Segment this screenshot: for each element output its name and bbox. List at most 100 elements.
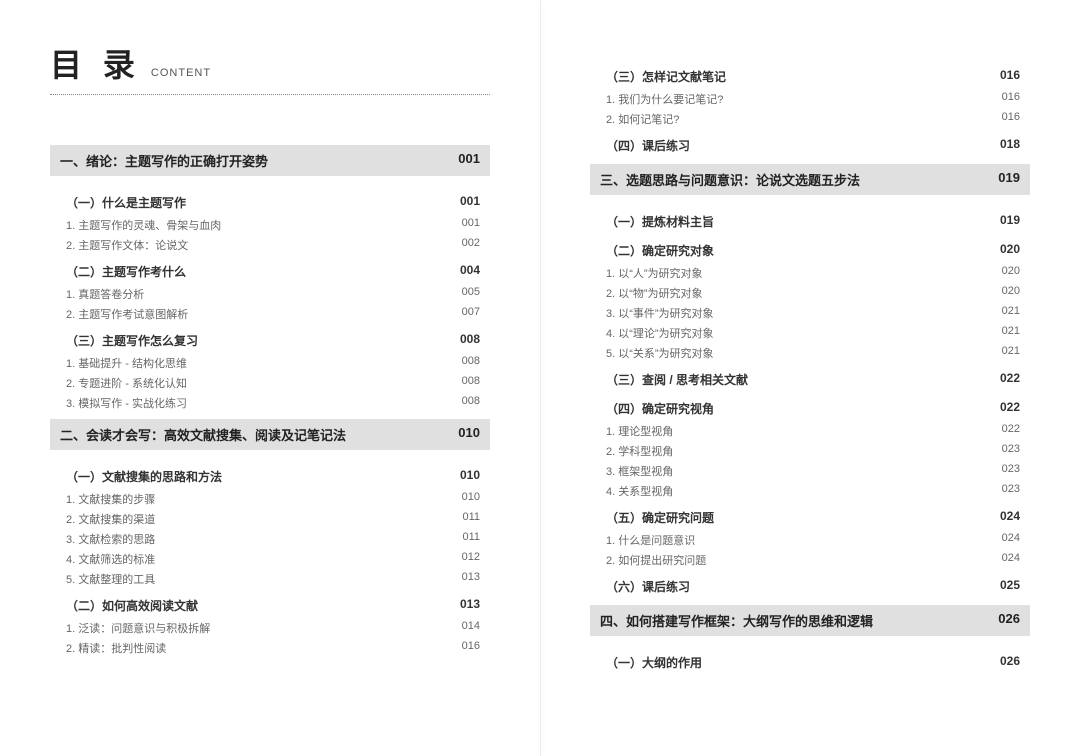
item-page: 013 [462, 571, 480, 587]
item-title: 3. 框架型视角 [606, 463, 673, 479]
item-page: 023 [1002, 443, 1020, 459]
chapter-row: 二、会读才会写：高效文献搜集、阅读及记笔记法010 [50, 419, 490, 450]
item-row: 2. 精读：批判性阅读 016 [50, 638, 490, 658]
chapter-page: 019 [998, 170, 1020, 189]
section-row: （二）主题写作考什么004 [50, 259, 490, 284]
item-row: 2. 文献搜集的渠道011 [50, 509, 490, 529]
item-row: 2. 主题写作考试意图解析007 [50, 304, 490, 324]
right-page: （三）怎样记文献笔记 016 1. 我们为什么要记笔记? 016 2. 如何记笔记? 01… [540, 0, 1080, 756]
item-row: 3. 模拟写作 - 实战化练习 008 [50, 393, 490, 413]
item-title: 4. 关系型视角 [606, 483, 673, 499]
item-page: 005 [462, 286, 480, 302]
item-row: 1. 基础提升 - 结构化思维008 [50, 353, 490, 373]
item-title: 3. 文献检索的思路 [66, 531, 155, 547]
chapter-title: 一、绪论：主题写作的正确打开姿势 [60, 151, 268, 170]
item-page: 001 [462, 217, 480, 233]
item-page: 011 [462, 531, 480, 547]
section-row: （三）查阅 / 思考相关文献022 [590, 367, 1030, 392]
item-row: 1. 什么是问题意识024 [590, 530, 1030, 550]
chapter-row: 四、如何搭建写作框架：大纲写作的思维和逻辑026 [590, 605, 1030, 636]
section-title: （二）如何高效阅读文献 [66, 597, 198, 614]
section-title: （一）提炼材料主旨 [606, 213, 714, 230]
toc-title-sub: CONTENT [151, 67, 211, 79]
section-page: 008 [460, 332, 480, 349]
section-title: （二）主题写作考什么 [66, 263, 186, 280]
item-row: 5. 文献整理的工具013 [50, 569, 490, 589]
item-title: 4. 以“理论”为研究对象 [606, 325, 714, 341]
item-row: 3. 以“事件”为研究对象021 [590, 303, 1030, 323]
right-toc-content: （三）怎样记文献笔记 016 1. 我们为什么要记笔记? 016 2. 如何记笔记? 01… [590, 64, 1030, 675]
section-row: （一）大纲的作用026 [590, 650, 1030, 675]
item-row: 1. 理论型视角 022 [590, 421, 1030, 441]
item-page: 008 [462, 375, 480, 391]
item-row: 1. 真题答卷分析005 [50, 284, 490, 304]
item-title: 1. 理论型视角 [606, 423, 673, 439]
item-page: 024 [1002, 552, 1020, 568]
section-page: 026 [1000, 654, 1020, 671]
section-title: （三）主题写作怎么复习 [66, 332, 198, 349]
item-page: 023 [1002, 463, 1020, 479]
item-title: 3. 模拟写作 - 实战化练习 [66, 395, 187, 411]
item-row: 2. 以“物”为研究对象 020 [590, 283, 1030, 303]
item-row: 3. 框架型视角 023 [590, 461, 1030, 481]
section-row: （二）确定研究对象020 [590, 238, 1030, 263]
header-divider [50, 94, 490, 95]
section-title: （四）确定研究视角 [606, 400, 714, 417]
item-row: 4. 关系型视角 023 [590, 481, 1030, 501]
toc-title-main: 目 录 [50, 40, 141, 86]
item-title: 1. 以“人”为研究对象 [606, 265, 703, 281]
item-title: 1. 主题写作的灵魂、骨架与血肉 [66, 217, 221, 233]
item-title: 2. 以“物”为研究对象 [606, 285, 703, 301]
section-page: 010 [460, 468, 480, 485]
item-page: 020 [1002, 285, 1020, 301]
item-title: 1. 文献搜集的步骤 [66, 491, 155, 507]
item-page: 022 [1002, 423, 1020, 439]
section-row: （一）提炼材料主旨019 [590, 209, 1030, 234]
item-page: 023 [1002, 483, 1020, 499]
item-title: 2. 学科型视角 [606, 443, 673, 459]
item-title: 1. 基础提升 - 结构化思维 [66, 355, 187, 371]
chapter-page: 010 [458, 425, 480, 444]
section-title: （一）什么是主题写作 [66, 194, 186, 211]
chapter-page: 001 [458, 151, 480, 170]
section-row: （六）课后练习025 [590, 574, 1030, 599]
item-title: 2. 精读：批判性阅读 [66, 640, 166, 656]
item-row: 2. 学科型视角 023 [590, 441, 1030, 461]
item-page: 021 [1002, 325, 1020, 341]
section-row: （四）确定研究视角 022 [590, 396, 1030, 421]
item-title: 3. 以“事件”为研究对象 [606, 305, 714, 321]
section-page: 022 [1000, 371, 1020, 388]
item-row: 4. 以“理论”为研究对象 021 [590, 323, 1030, 343]
section-row: （一）什么是主题写作001 [50, 190, 490, 215]
item-page: 014 [462, 620, 480, 636]
section-title: （三）怎样记文献笔记 [606, 68, 726, 85]
section-row: （五）确定研究问题 024 [590, 505, 1030, 530]
section-page: 020 [1000, 242, 1020, 259]
item-title: 2. 主题写作文体：论说文 [66, 237, 188, 253]
item-page: 016 [1002, 91, 1020, 107]
item-row: 2. 主题写作文体：论说文002 [50, 235, 490, 255]
item-title: 2. 文献搜集的渠道 [66, 511, 155, 527]
item-page: 020 [1002, 265, 1020, 281]
section-page: 016 [1000, 68, 1020, 85]
item-page: 016 [1002, 111, 1020, 127]
chapter-title: 四、如何搭建写作框架：大纲写作的思维和逻辑 [600, 611, 873, 630]
section-row: （二）如何高效阅读文献013 [50, 593, 490, 618]
item-row: 4. 文献筛选的标准012 [50, 549, 490, 569]
item-page: 008 [462, 395, 480, 411]
left-page: 目 录 CONTENT 一、绪论：主题写作的正确打开姿势 001 （一）什么是主题写… [0, 0, 540, 756]
item-title: 1. 泛读：问题意识与积极拆解 [66, 620, 210, 636]
item-row: 1. 我们为什么要记笔记? 016 [590, 89, 1030, 109]
item-title: 2. 如何记笔记? [606, 111, 679, 127]
item-title: 2. 主题写作考试意图解析 [66, 306, 188, 322]
chapter-row: 一、绪论：主题写作的正确打开姿势 001 [50, 145, 490, 176]
section-row: （四）课后练习018 [590, 133, 1030, 158]
section-title: （五）确定研究问题 [606, 509, 714, 526]
section-page: 022 [1000, 400, 1020, 417]
item-page: 010 [462, 491, 480, 507]
item-title: 1. 我们为什么要记笔记? [606, 91, 723, 107]
item-title: 2. 专题进阶 - 系统化认知 [66, 375, 187, 391]
item-page: 024 [1002, 532, 1020, 548]
item-page: 016 [462, 640, 480, 656]
section-page: 024 [1000, 509, 1020, 526]
